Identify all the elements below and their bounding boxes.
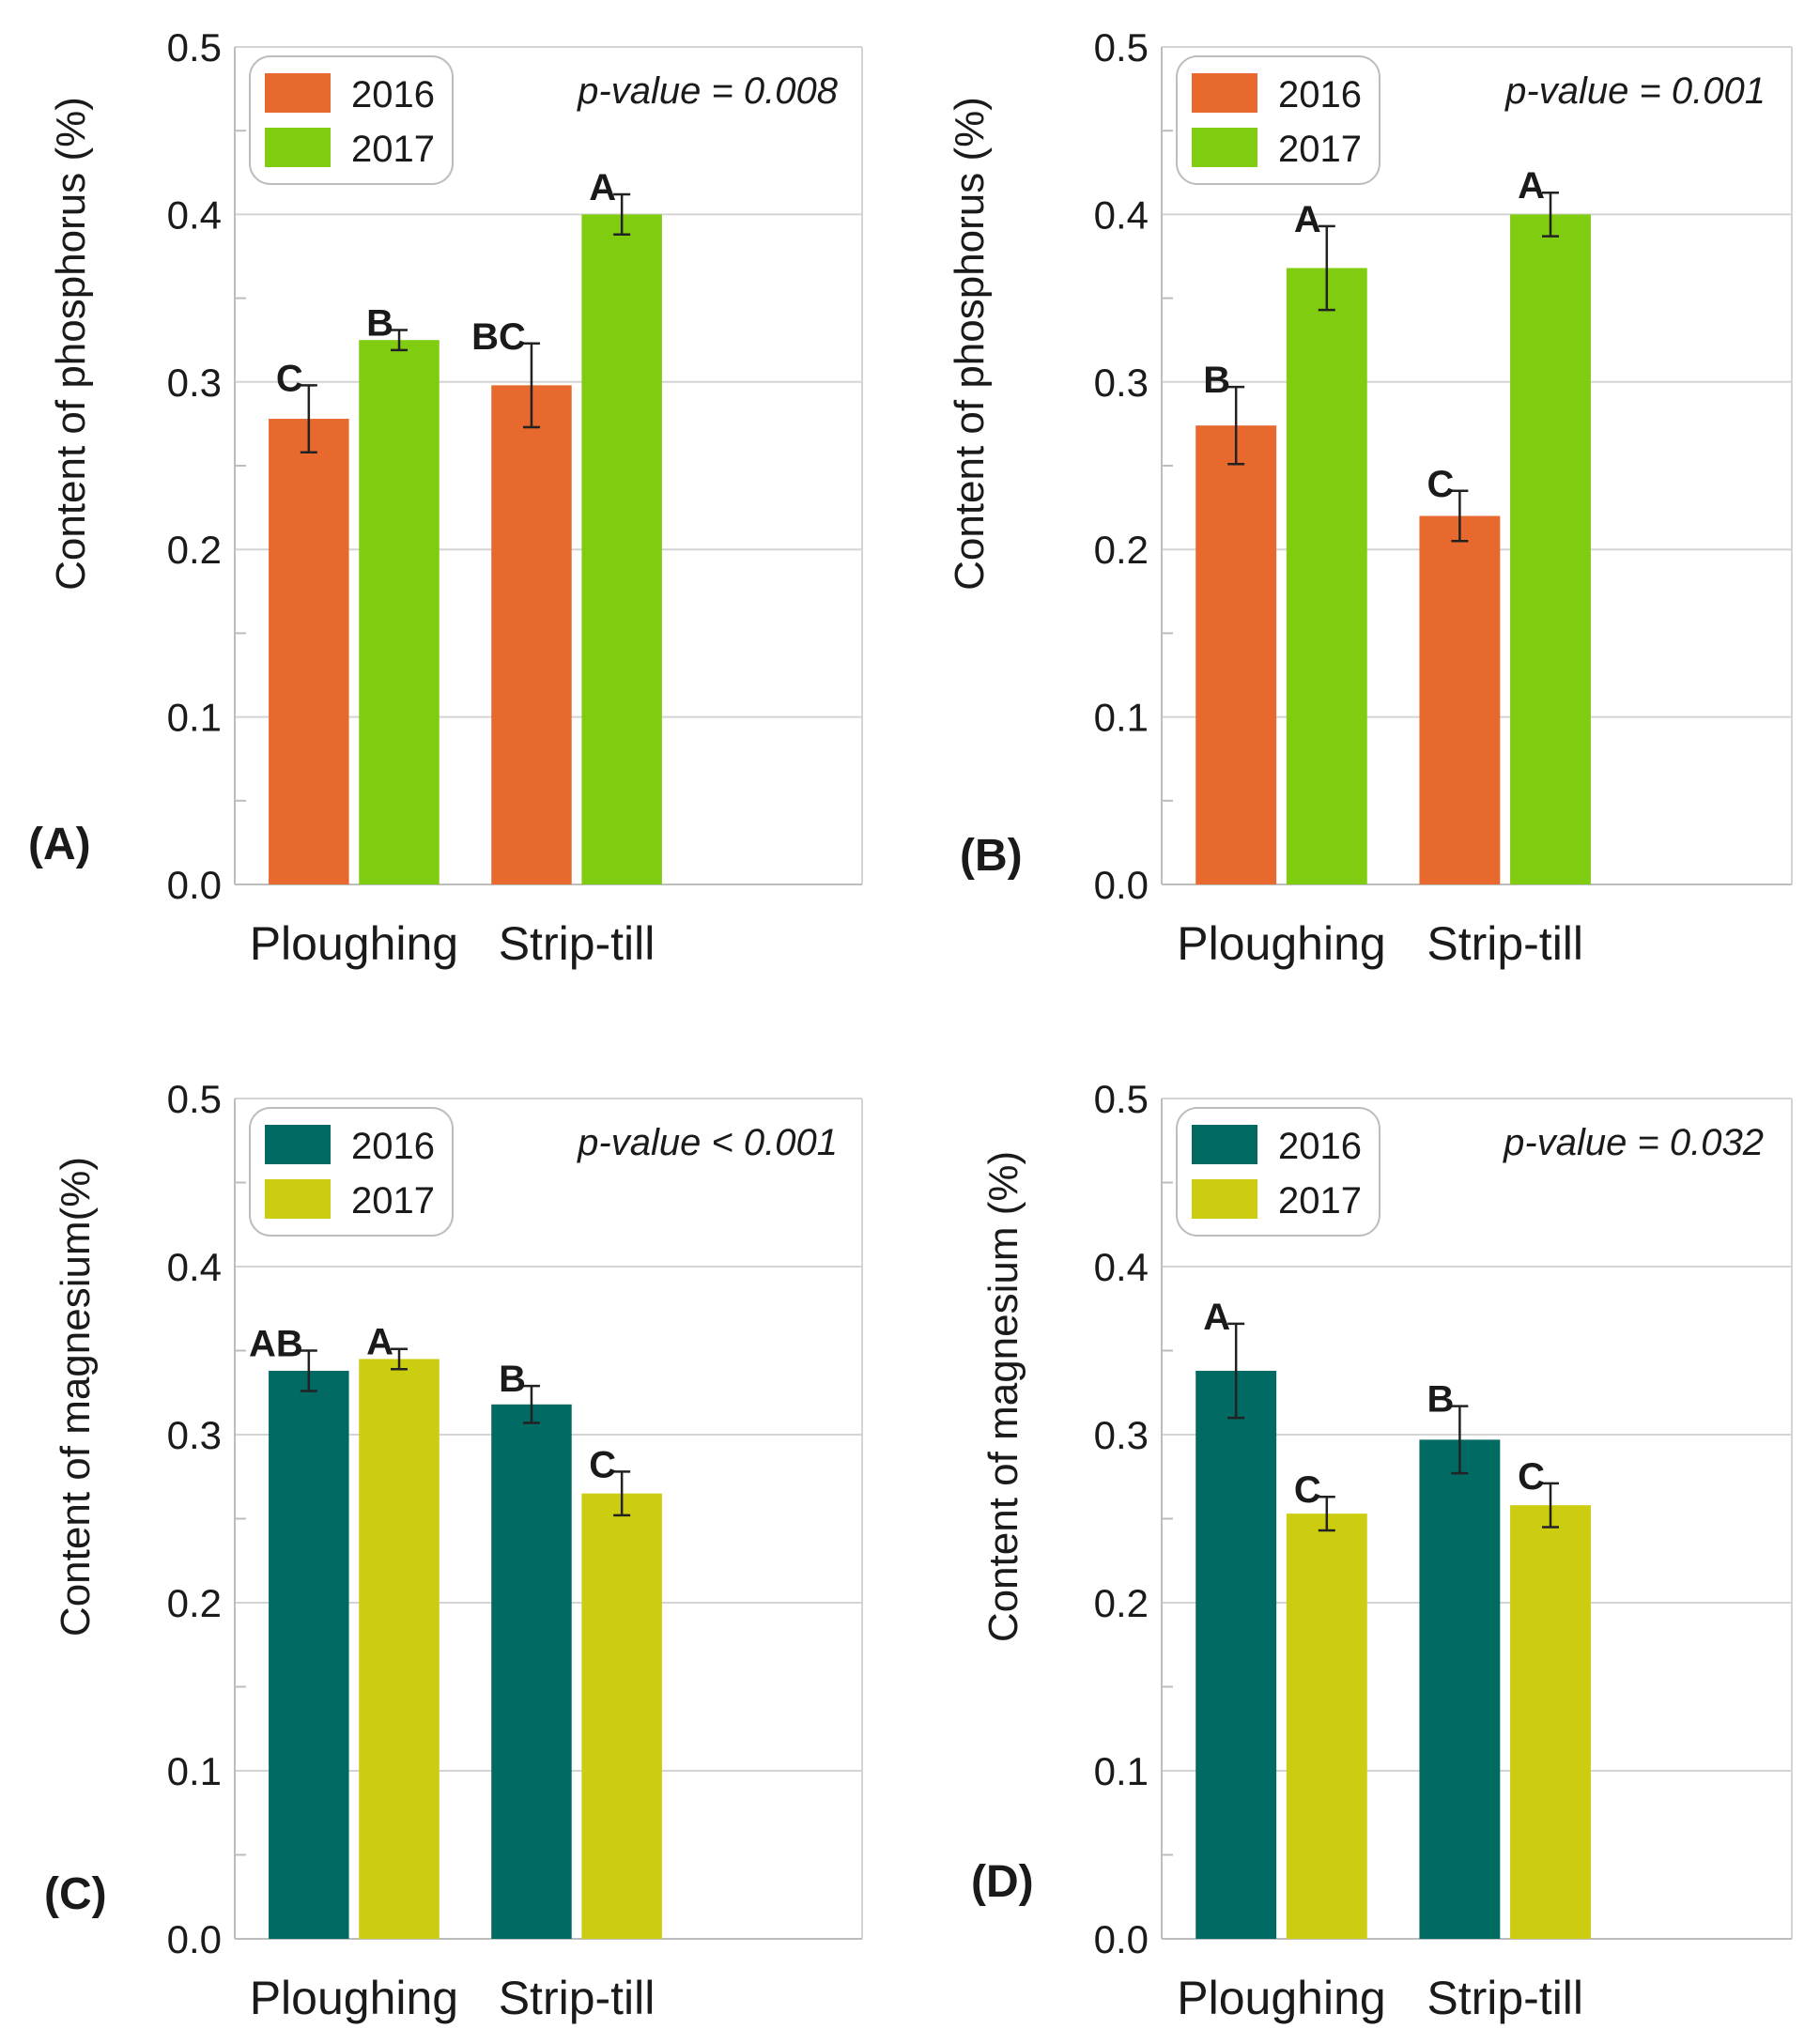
x-category-label: Strip-till	[499, 917, 656, 970]
legend-swatch-2016	[265, 1125, 331, 1164]
p-value-annotation: p-value = 0.008	[577, 70, 839, 112]
legend-label: 2016	[1278, 74, 1362, 115]
legend-label: 2017	[351, 129, 435, 170]
bar-2017-ploughing	[1286, 268, 1367, 884]
y-tick-label: 0.2	[1094, 1581, 1149, 1625]
p-value-annotation: p-value = 0.032	[1503, 1122, 1764, 1163]
significance-letter: C	[1294, 1469, 1321, 1511]
y-tick-label: 0.3	[167, 361, 222, 405]
y-tick-label: 0.1	[1094, 696, 1149, 740]
bar-2017-strip-till	[1510, 214, 1591, 884]
legend-label: 2016	[1278, 1126, 1362, 1167]
significance-letter: A	[1294, 199, 1321, 240]
y-tick-label: 0.4	[1094, 1245, 1149, 1289]
legend-swatch-2017	[265, 128, 331, 167]
x-category-label: Strip-till	[499, 1972, 656, 2024]
panel-label: (B)	[960, 831, 1023, 881]
legend-swatch-2017	[1192, 1179, 1257, 1219]
legend-swatch-2017	[1192, 128, 1257, 167]
y-tick-label: 0.0	[167, 1917, 222, 1961]
y-tick-label: 0.1	[167, 1749, 222, 1793]
significance-letter: B	[1203, 360, 1230, 401]
significance-letter: C	[276, 358, 303, 399]
bar-2016-strip-till	[1419, 515, 1501, 884]
x-category-label: Strip-till	[1427, 1972, 1583, 2024]
panel-label: (C)	[44, 1869, 107, 1919]
significance-letter: C	[589, 1444, 616, 1485]
x-category-label: Strip-till	[1427, 917, 1583, 970]
y-tick-label: 0.0	[1094, 1917, 1149, 1961]
y-tick-label: 0.5	[1094, 25, 1149, 69]
y-tick-label: 0.3	[167, 1413, 222, 1457]
legend-swatch-2016	[1192, 1125, 1257, 1164]
chart-panel-4: 0.0 0.1 0.2 0.3 0.4 0.5 A C Ploughing B C Strip-til…	[971, 1077, 1793, 2024]
y-tick-label: 0.3	[1094, 361, 1149, 405]
legend-label: 2016	[351, 1126, 435, 1167]
bar-2016-strip-till	[491, 1404, 572, 1939]
bar-2016-strip-till	[1419, 1439, 1501, 1939]
legend-label: 2017	[351, 1180, 435, 1222]
bar-2017-strip-till	[1510, 1505, 1591, 1939]
y-tick-label: 0.2	[167, 1581, 222, 1625]
y-axis-title: Content of phosphorus (%)	[947, 97, 993, 591]
p-value-annotation: p-value < 0.001	[577, 1122, 838, 1163]
significance-letter: B	[1427, 1379, 1454, 1421]
significance-letter: B	[499, 1359, 526, 1400]
bar-2016-ploughing	[269, 1370, 349, 1939]
x-category-label: Ploughing	[1177, 1972, 1385, 2024]
legend-swatch-2017	[265, 1179, 331, 1219]
significance-letter: C	[1518, 1456, 1545, 1498]
legend-label: 2017	[1278, 129, 1362, 170]
bar-2017-ploughing	[359, 1359, 440, 1939]
y-tick-label: 0.2	[1094, 528, 1149, 572]
x-category-label: Ploughing	[250, 917, 458, 970]
y-tick-label: 0.5	[167, 1077, 222, 1121]
significance-letter: BC	[471, 316, 526, 358]
y-tick-label: 0.0	[167, 863, 222, 907]
panel-label: (A)	[28, 820, 91, 869]
x-category-label: Ploughing	[1177, 917, 1385, 970]
legend-swatch-2016	[1192, 73, 1257, 113]
bar-2016-strip-till	[491, 385, 572, 884]
bar-2016-ploughing	[269, 419, 349, 884]
bar-2017-ploughing	[1286, 1514, 1367, 1939]
bar-2017-strip-till	[581, 214, 662, 884]
y-tick-label: 0.3	[1094, 1413, 1149, 1457]
legend-label: 2016	[351, 74, 435, 115]
x-category-label: Ploughing	[250, 1972, 458, 2024]
y-tick-label: 0.5	[1094, 1077, 1149, 1121]
y-axis-title: Content of phosphorus (%)	[48, 97, 94, 591]
y-axis-title: Content of magnesium(%)	[53, 1157, 99, 1637]
bar-2016-ploughing	[1195, 1370, 1277, 1939]
chart-panel-1: 0.0 0.1 0.2 0.3 0.4 0.5 C B Ploughing BC A Strip-ti…	[28, 25, 863, 970]
bar-2017-ploughing	[359, 340, 440, 884]
y-tick-label: 0.1	[167, 696, 222, 740]
panel-label: (D)	[971, 1857, 1034, 1907]
significance-letter: A	[1518, 165, 1545, 207]
y-tick-label: 0.4	[167, 1245, 222, 1289]
significance-letter: C	[1427, 464, 1454, 505]
y-tick-label: 0.0	[1094, 863, 1149, 907]
significance-letter: A	[589, 167, 616, 208]
y-tick-label: 0.2	[167, 528, 222, 572]
significance-letter: A	[366, 1322, 393, 1363]
legend-label: 2017	[1278, 1180, 1362, 1222]
bar-2017-strip-till	[581, 1493, 662, 1939]
bar-2016-ploughing	[1195, 425, 1277, 884]
significance-letter: B	[366, 302, 393, 344]
p-value-annotation: p-value = 0.001	[1504, 70, 1766, 112]
y-tick-label: 0.4	[167, 192, 222, 237]
significance-letter: AB	[249, 1324, 303, 1365]
significance-letter: A	[1203, 1297, 1230, 1338]
y-axis-title: Content of magnesium (%)	[980, 1151, 1026, 1642]
y-tick-label: 0.1	[1094, 1749, 1149, 1793]
chart-panel-2: 0.0 0.1 0.2 0.3 0.4 0.5 B A Ploughing C A Strip-til…	[947, 25, 1793, 970]
y-tick-label: 0.4	[1094, 192, 1149, 237]
legend-swatch-2016	[265, 73, 331, 113]
chart-panel-3: 0.0 0.1 0.2 0.3 0.4 0.5 AB A Ploughing B C Strip-ti…	[44, 1077, 863, 2024]
y-tick-label: 0.5	[167, 25, 222, 69]
